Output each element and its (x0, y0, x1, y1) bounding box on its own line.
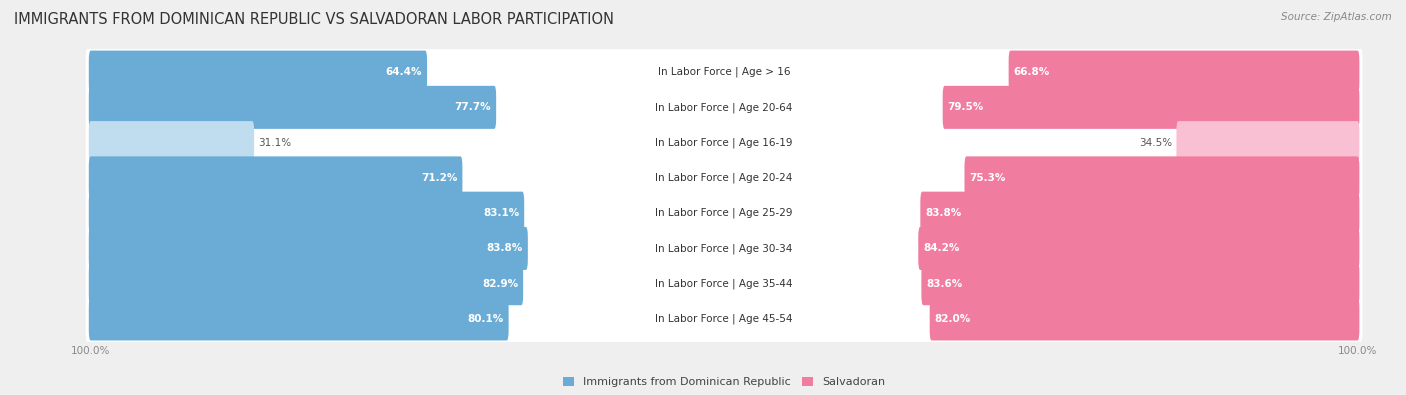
FancyBboxPatch shape (86, 226, 1362, 271)
FancyBboxPatch shape (1008, 51, 1360, 94)
FancyBboxPatch shape (86, 120, 1362, 166)
FancyBboxPatch shape (89, 121, 254, 164)
FancyBboxPatch shape (921, 192, 1360, 235)
Text: 83.1%: 83.1% (482, 208, 519, 218)
Text: In Labor Force | Age 35-44: In Labor Force | Age 35-44 (655, 278, 793, 289)
Text: 34.5%: 34.5% (1139, 137, 1173, 148)
Text: 82.0%: 82.0% (935, 314, 972, 324)
Text: In Labor Force | Age 20-64: In Labor Force | Age 20-64 (655, 102, 793, 113)
Text: 83.8%: 83.8% (925, 208, 962, 218)
FancyBboxPatch shape (86, 296, 1362, 342)
FancyBboxPatch shape (942, 86, 1360, 129)
FancyBboxPatch shape (86, 261, 1362, 307)
Text: 64.4%: 64.4% (385, 67, 422, 77)
FancyBboxPatch shape (918, 227, 1360, 270)
Text: 80.1%: 80.1% (467, 314, 503, 324)
Text: 79.5%: 79.5% (948, 102, 984, 112)
FancyBboxPatch shape (86, 190, 1362, 236)
Text: 83.8%: 83.8% (486, 243, 523, 254)
Text: 77.7%: 77.7% (454, 102, 491, 112)
Text: In Labor Force | Age 45-54: In Labor Force | Age 45-54 (655, 314, 793, 324)
Text: 83.6%: 83.6% (927, 279, 963, 289)
FancyBboxPatch shape (1177, 121, 1360, 164)
FancyBboxPatch shape (89, 227, 527, 270)
FancyBboxPatch shape (921, 262, 1360, 305)
FancyBboxPatch shape (89, 156, 463, 199)
FancyBboxPatch shape (89, 51, 427, 94)
Text: In Labor Force | Age 20-24: In Labor Force | Age 20-24 (655, 173, 793, 183)
Text: Source: ZipAtlas.com: Source: ZipAtlas.com (1281, 12, 1392, 22)
FancyBboxPatch shape (89, 86, 496, 129)
Text: In Labor Force | Age 16-19: In Labor Force | Age 16-19 (655, 137, 793, 148)
Text: 66.8%: 66.8% (1014, 67, 1050, 77)
Text: 82.9%: 82.9% (482, 279, 517, 289)
FancyBboxPatch shape (86, 155, 1362, 201)
Text: IMMIGRANTS FROM DOMINICAN REPUBLIC VS SALVADORAN LABOR PARTICIPATION: IMMIGRANTS FROM DOMINICAN REPUBLIC VS SA… (14, 12, 614, 27)
Text: In Labor Force | Age 30-34: In Labor Force | Age 30-34 (655, 243, 793, 254)
FancyBboxPatch shape (965, 156, 1360, 199)
FancyBboxPatch shape (89, 192, 524, 235)
FancyBboxPatch shape (86, 85, 1362, 130)
Legend: Immigrants from Dominican Republic, Salvadoran: Immigrants from Dominican Republic, Salv… (558, 372, 890, 391)
Text: In Labor Force | Age > 16: In Labor Force | Age > 16 (658, 67, 790, 77)
FancyBboxPatch shape (89, 262, 523, 305)
FancyBboxPatch shape (929, 297, 1360, 340)
FancyBboxPatch shape (86, 49, 1362, 95)
Text: 71.2%: 71.2% (420, 173, 457, 183)
Text: 31.1%: 31.1% (259, 137, 291, 148)
Text: 84.2%: 84.2% (924, 243, 960, 254)
Text: In Labor Force | Age 25-29: In Labor Force | Age 25-29 (655, 208, 793, 218)
Text: 75.3%: 75.3% (970, 173, 1005, 183)
FancyBboxPatch shape (89, 297, 509, 340)
